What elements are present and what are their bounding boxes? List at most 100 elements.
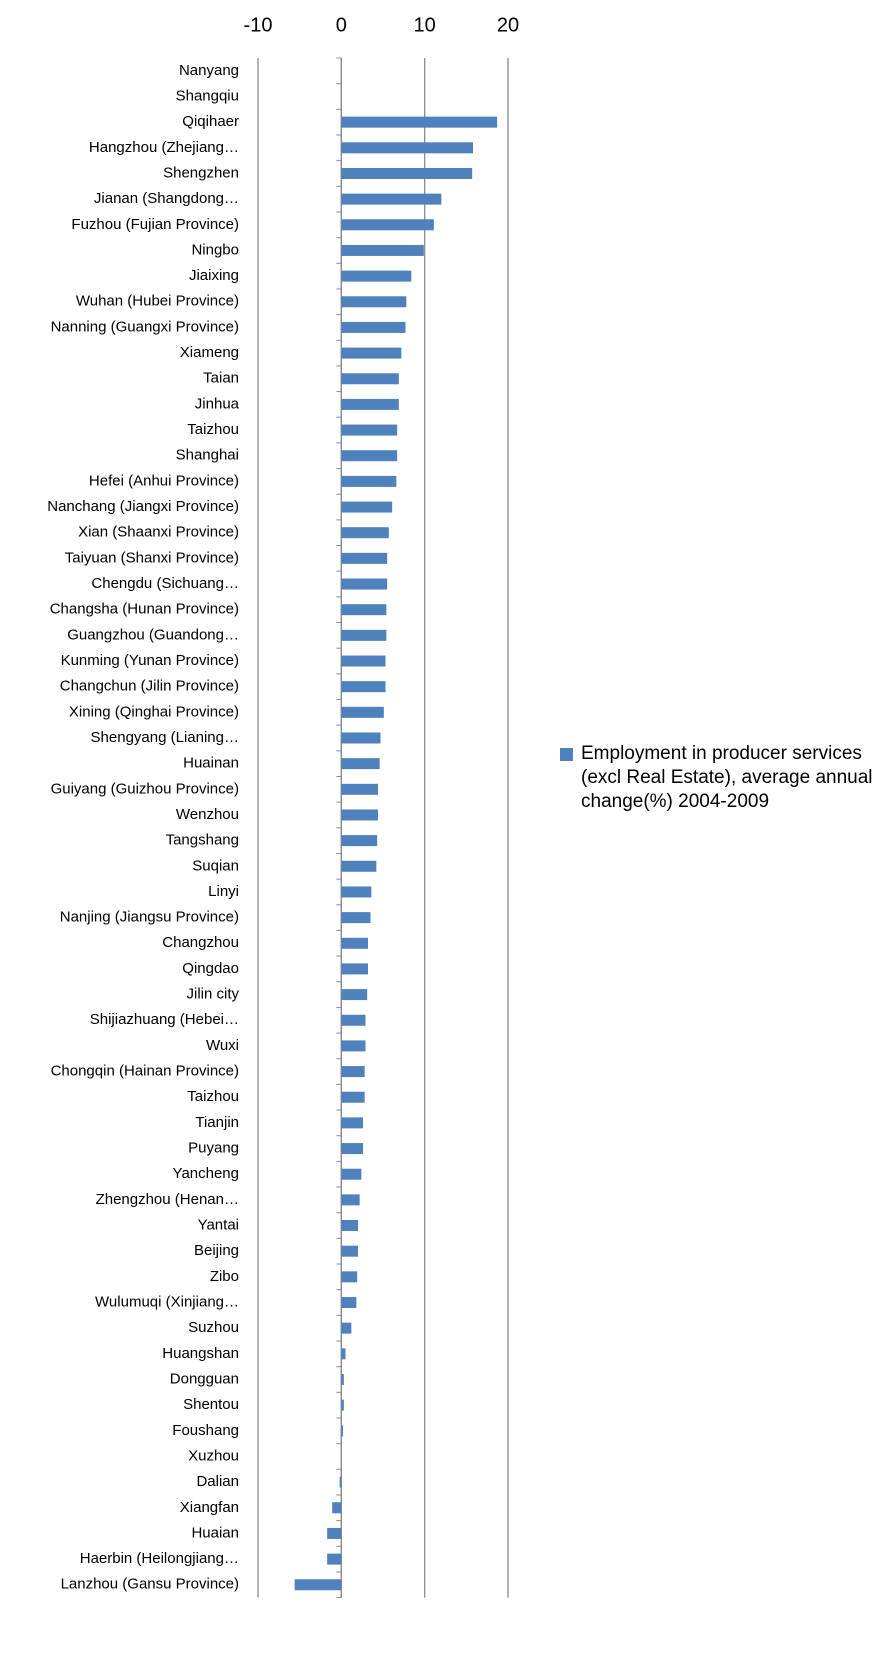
y-tick-label: Tangshang [166,832,239,849]
bar [341,963,368,975]
y-tick-label: Suzhou [188,1319,239,1336]
bar [341,424,398,436]
bar [341,1091,365,1103]
bar [341,629,387,641]
bar [341,1245,358,1257]
bar [341,604,387,616]
y-tick-label: Chengdu (Sichuang… [91,575,239,592]
legend: Employment in producer services (excl Re… [560,742,882,814]
y-tick-label: Kunming (Yunan Province) [61,652,239,669]
y-tick-label: Chongqin (Hainan Province) [51,1063,239,1080]
bar [341,706,384,718]
bar [341,1194,360,1206]
bar [341,1220,358,1232]
bar [341,1297,357,1309]
bar [341,835,378,847]
x-tick-label: 10 [414,14,436,36]
y-tick-label: Puyang [188,1140,239,1157]
y-tick-label: Yantai [198,1216,239,1233]
bar [341,578,388,590]
bar [341,296,407,308]
bar [341,1014,366,1026]
bar [341,732,381,744]
bar [341,937,368,949]
bar [341,783,378,795]
bar [341,475,397,487]
y-tick-label: Changchun (Jilin Province) [60,678,239,695]
bar [332,1502,342,1514]
y-tick-label: Changsha (Hunan Province) [50,601,239,618]
bar [341,527,389,539]
y-tick-label: Shanghai [176,447,239,464]
y-tick-label: Dalian [196,1473,239,1490]
x-tick-label: 0 [336,14,347,36]
bar [327,1553,342,1565]
bar [341,321,406,333]
y-tick-label: Taiyuan (Shanxi Province) [65,549,239,566]
y-tick-label: Hefei (Anhui Province) [89,472,239,489]
bar [341,398,399,410]
y-tick-label: Haerbin (Heilongjiang… [80,1550,239,1567]
bar [341,1373,344,1385]
y-tick-label: Shengyang (Lianing… [91,729,239,746]
y-tick-label: Yancheng [173,1165,239,1182]
bar [341,1399,344,1411]
bar [294,1579,342,1591]
bar [327,1527,342,1539]
bar [341,167,473,179]
y-tick-label: Nanyang [179,62,239,79]
y-tick-label: Huaian [191,1524,239,1541]
bar [341,912,371,924]
y-tick-label: Taizhou [187,421,239,438]
y-tick-label: Tianjin [195,1114,239,1131]
y-tick-label: Beijing [194,1242,239,1259]
legend-swatch [560,748,573,761]
bar [341,219,434,231]
y-tick-label: Changzhou [162,934,239,951]
y-tick-label: Qiqihaer [182,113,239,130]
y-tick-label: Ningbo [191,241,239,258]
y-tick-label: Shangqiu [176,87,239,104]
y-tick-label: Xuzhou [188,1447,239,1464]
y-tick-label: Foushang [172,1422,239,1439]
y-tick-label: Xiameng [180,344,239,361]
y-tick-label: Jiaixing [189,267,239,284]
bar [341,809,378,821]
bar [341,552,388,564]
y-tick-label: Guangzhou (Guandong… [67,626,239,643]
bar [341,501,393,513]
bar [341,1168,362,1180]
bar [341,758,380,770]
y-tick-label: Xiangfan [180,1499,239,1516]
y-tick-label: Shentou [183,1396,239,1413]
bar [341,1040,366,1052]
bar [341,860,377,872]
bar [341,347,402,359]
y-tick-label: Lanzhou (Gansu Province) [61,1576,239,1593]
y-tick-label: Dongguan [170,1370,239,1387]
y-tick-label: Jilin city [186,986,239,1003]
y-tick-label: Xian (Shaanxi Province) [78,524,239,541]
y-tick-label: Jinhua [195,395,240,412]
bar [341,886,372,898]
y-tick-label: Hangzhou (Zhejiang… [89,139,239,156]
y-tick-label: Wuhan (Hubei Province) [76,293,239,310]
bar [341,270,412,282]
y-tick-label: Nanjing (Jiangsu Province) [60,909,239,926]
y-tick-label: Nanchang (Jiangxi Province) [47,498,239,515]
x-tick-label: 20 [497,14,519,36]
bar [341,142,473,154]
y-tick-label: Suqian [192,857,239,874]
bar [341,1117,363,1129]
y-tick-label: Xining (Qinghai Province) [69,703,239,720]
y-tick-label: Qingdao [182,960,239,977]
bar [341,1322,352,1334]
y-tick-label: Huainan [183,755,239,772]
bar [341,193,442,205]
y-tick-label: Jianan (Shangdong… [94,190,239,207]
bar [341,1348,346,1360]
y-tick-label: Guiyang (Guizhou Province) [51,780,239,797]
y-tick-label: Linyi [208,883,239,900]
